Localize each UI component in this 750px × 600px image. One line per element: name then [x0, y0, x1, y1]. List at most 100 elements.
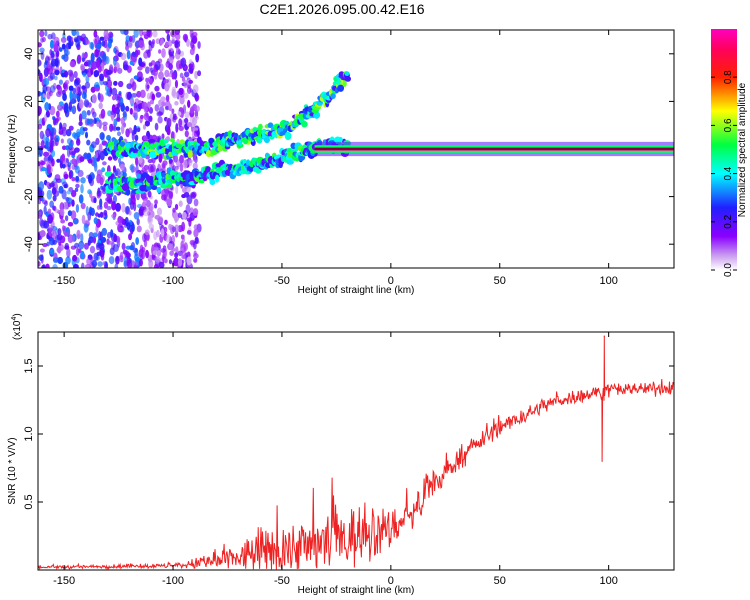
- noise-blob: [168, 158, 174, 163]
- noise-blob: [68, 170, 72, 180]
- branch-blob: [286, 159, 294, 165]
- noise-blob: [142, 31, 148, 36]
- noise-blob: [53, 36, 60, 44]
- noise-blob: [143, 209, 149, 217]
- noise-blob: [83, 242, 89, 250]
- noise-blob: [76, 30, 80, 37]
- noise-blob: [166, 117, 172, 128]
- noise-blob: [168, 49, 172, 56]
- noise-blob: [91, 94, 97, 104]
- noise-blob: [115, 117, 121, 122]
- x-tick-label: 100: [599, 275, 617, 287]
- noise-blob: [46, 189, 53, 200]
- noise-blob: [99, 132, 105, 141]
- noise-blob: [155, 256, 161, 263]
- noise-blob: [39, 218, 44, 227]
- noise-blob: [49, 90, 53, 97]
- noise-blob: [102, 161, 107, 166]
- noise-blob: [113, 118, 118, 127]
- snr-spike-point: [601, 460, 603, 462]
- branch-blob: [147, 138, 156, 143]
- noise-blob: [38, 105, 42, 116]
- noise-blob: [69, 90, 73, 101]
- noise-blob: [73, 79, 79, 87]
- noise-blob: [61, 72, 66, 78]
- noise-blob: [52, 194, 57, 202]
- noise-blob: [47, 208, 52, 215]
- noise-blob: [171, 108, 175, 114]
- noise-blob: [120, 52, 127, 61]
- noise-blob: [179, 50, 185, 57]
- noise-blob: [151, 38, 156, 45]
- noise-blob: [194, 71, 198, 80]
- noise-blob: [171, 72, 175, 80]
- noise-blob: [136, 218, 140, 226]
- noise-blob: [69, 60, 76, 68]
- noise-blob: [76, 94, 80, 101]
- noise-blob: [126, 65, 132, 73]
- noise-blob: [185, 204, 191, 215]
- spectrogram-plot-area: [38, 30, 674, 268]
- noise-blob: [113, 80, 118, 86]
- noise-blob: [178, 200, 183, 207]
- noise-blob: [126, 222, 131, 230]
- noise-blob: [96, 192, 101, 199]
- noise-blob: [87, 158, 93, 164]
- noise-blob: [61, 225, 66, 232]
- noise-blob: [160, 228, 165, 238]
- colorbar-gradient: [711, 29, 737, 270]
- noise-blob: [173, 113, 177, 118]
- noise-blob: [184, 111, 190, 119]
- colorbar: 0.0 0.2 0.4 0.6 0.8 Normalized spectral ampl…: [711, 29, 748, 277]
- upper-branch: [103, 70, 352, 161]
- noise-blob: [120, 124, 125, 135]
- noise-blob: [68, 142, 74, 149]
- noise-blob: [38, 261, 41, 267]
- noise-blob: [91, 141, 97, 149]
- noise-blob: [161, 48, 166, 58]
- noise-blob: [60, 37, 67, 43]
- noise-blob: [154, 199, 158, 205]
- noise-blob: [78, 248, 82, 254]
- branch-blob: [161, 172, 167, 178]
- noise-blob: [172, 91, 178, 99]
- y-tick-label: -20: [23, 189, 35, 205]
- noise-blob: [182, 104, 187, 114]
- noise-blob: [115, 221, 120, 226]
- noise-blob: [181, 221, 186, 232]
- noise-blob: [194, 105, 200, 112]
- noise-blob: [48, 182, 55, 188]
- noise-blob: [57, 245, 62, 254]
- noise-blob: [187, 99, 191, 109]
- noise-blob: [113, 56, 117, 67]
- noise-blob: [180, 57, 187, 68]
- noise-blob: [145, 81, 150, 92]
- noise-blob: [189, 48, 195, 56]
- noise-blob: [81, 57, 86, 62]
- noise-blob: [59, 202, 65, 212]
- noise-blob: [115, 255, 120, 265]
- noise-blob: [184, 117, 189, 124]
- noise-blob: [175, 185, 179, 195]
- noise-blob: [40, 140, 45, 149]
- noise-blob: [76, 229, 81, 239]
- noise-blob: [38, 42, 42, 48]
- noise-blob: [83, 223, 89, 233]
- noise-blob: [166, 33, 171, 42]
- noise-blob: [64, 231, 68, 237]
- noise-blob: [71, 235, 76, 243]
- noise-blob: [87, 211, 92, 221]
- noise-blob: [172, 207, 176, 213]
- noise-blob: [183, 71, 190, 78]
- noise-blob: [193, 130, 199, 138]
- noise-blob: [112, 125, 117, 132]
- noise-blob: [129, 107, 133, 115]
- noise-blob: [132, 247, 139, 253]
- noise-blob: [107, 76, 111, 82]
- noise-blob: [100, 108, 106, 119]
- noise-blob: [138, 208, 144, 217]
- noise-blob: [81, 214, 86, 225]
- noise-blob: [131, 93, 138, 98]
- noise-blob: [106, 79, 113, 89]
- noise-blob: [119, 163, 125, 171]
